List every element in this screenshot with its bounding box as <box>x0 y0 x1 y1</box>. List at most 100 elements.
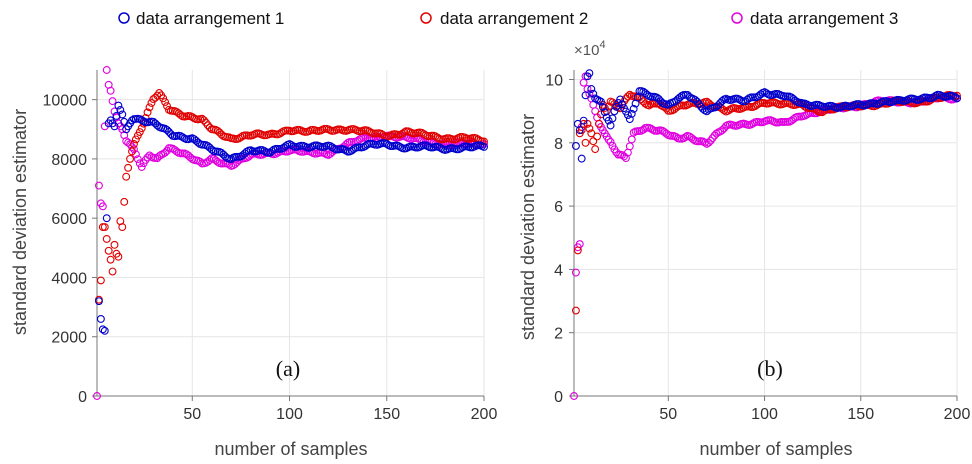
point-b-1-198 <box>949 92 958 101</box>
point-a-3-27 <box>143 153 152 162</box>
point-a-2-21 <box>131 135 140 144</box>
point-b-3-19 <box>604 135 613 144</box>
y-tick-label-b-4: 8 <box>554 136 563 153</box>
point-b-2-6 <box>579 119 588 128</box>
y-tick-label-b-1: 2 <box>554 326 563 343</box>
series-b-1 <box>571 69 961 163</box>
point-a-1-138 <box>359 143 368 152</box>
point-a-2-23 <box>135 128 144 136</box>
point-a-3-24 <box>137 163 146 171</box>
point-a-2-17 <box>124 163 133 172</box>
y-axis-exponent-base-b: ×10 <box>574 42 599 59</box>
point-a-2-74 <box>235 134 243 143</box>
point-b-2-131 <box>820 106 829 115</box>
point-a-1-101 <box>287 141 296 150</box>
point-b-1-101 <box>762 89 771 98</box>
point-b-2-13 <box>593 132 602 141</box>
point-b-1-16 <box>598 102 607 111</box>
point-a-1-2 <box>94 297 103 306</box>
y-tick-label-b-3: 6 <box>554 199 563 216</box>
axes-a: 0 2000 4000 6000 8000 10000 50 100 150 200 <box>43 70 497 423</box>
point-a-2-12 <box>114 252 123 261</box>
legend-item-2: data arrangement 2 <box>420 9 588 28</box>
point-a-3-17 <box>124 138 133 147</box>
point-a-2-36 <box>161 98 170 106</box>
point-b-1-15 <box>596 97 605 106</box>
point-a-2-20 <box>130 140 138 148</box>
legend-item-1: data arrangement 1 <box>118 9 284 28</box>
point-a-2-9 <box>108 267 117 276</box>
point-a-2-28 <box>145 103 154 112</box>
y-tick-label-b-2: 4 <box>554 262 563 279</box>
point-b-3-1 <box>570 392 578 400</box>
point-a-1-19 <box>128 116 136 125</box>
point-a-3-136 <box>355 135 364 144</box>
series-a-3 <box>93 66 488 400</box>
point-a-3-22 <box>133 155 142 164</box>
y-axis-label-b: standard deviation estimator <box>518 114 538 340</box>
point-b-1-6 <box>579 116 588 125</box>
point-a-3-42 <box>172 147 181 156</box>
point-b-1-200 <box>953 94 961 103</box>
point-b-2-12 <box>591 145 600 154</box>
point-a-2-3 <box>96 276 105 285</box>
point-b-1-4 <box>575 126 584 135</box>
point-b-2-82 <box>725 105 734 114</box>
point-a-3-36 <box>161 148 170 157</box>
point-a-2-168 <box>417 128 426 137</box>
x-tick-label-a-0: 50 <box>183 406 201 423</box>
point-a-1-129 <box>341 146 350 155</box>
y-tick-label-a-2: 4000 <box>51 270 87 287</box>
grid-a <box>97 70 485 397</box>
y-tick-label-a-4: 8000 <box>51 152 87 169</box>
point-a-2-18 <box>126 154 135 163</box>
point-b-1-17 <box>600 108 609 117</box>
grid-b <box>574 70 958 397</box>
legend-marker-1 <box>118 12 130 24</box>
x-tick-label-a-1: 100 <box>276 406 303 423</box>
point-a-3-8 <box>106 86 115 95</box>
point-b-3-2 <box>571 268 580 277</box>
y-tick-label-b-5: 10 <box>545 72 563 89</box>
y-tick-label-a-1: 2000 <box>51 330 87 347</box>
point-b-3-20 <box>606 138 615 146</box>
chart-panel-a: 0 2000 4000 6000 8000 10000 50 100 150 200 standa… <box>10 66 497 459</box>
point-a-2-8 <box>106 255 115 264</box>
series-a-2 <box>94 89 488 304</box>
point-b-1-19 <box>604 116 613 125</box>
point-b-1-11 <box>589 89 598 98</box>
point-a-1-11 <box>112 111 121 120</box>
point-b-1-87 <box>735 95 744 104</box>
point-b-3-37 <box>639 125 648 134</box>
point-b-3-94 <box>749 119 757 128</box>
point-b-2-2 <box>571 306 580 315</box>
x-tick-label-b-1: 100 <box>751 406 778 423</box>
point-a-2-37 <box>163 102 171 111</box>
point-b-3-31 <box>627 135 636 144</box>
point-b-2-36 <box>637 95 646 104</box>
point-a-3-9 <box>108 97 117 106</box>
point-a-2-147 <box>376 129 385 138</box>
point-b-3-73 <box>708 134 717 143</box>
point-b-1-26 <box>618 100 627 109</box>
point-a-1-5 <box>100 326 109 335</box>
chart-panel-b: 0 2 4 6 8 10 50 100 150 200 standard deviation es… <box>518 39 970 459</box>
point-b-1-29 <box>623 111 632 119</box>
point-b-3-63 <box>689 135 698 144</box>
point-b-1-21 <box>608 114 617 123</box>
point-a-2-14 <box>118 223 127 232</box>
point-b-3-58 <box>679 134 688 143</box>
point-b-1-68 <box>698 104 707 113</box>
point-b-2-30 <box>625 90 634 99</box>
x-tick-label-a-2: 150 <box>373 406 400 423</box>
point-b-2-9 <box>585 124 594 133</box>
point-a-2-159 <box>400 128 409 137</box>
legend-marker-2 <box>420 12 432 24</box>
point-b-3-75 <box>712 129 721 138</box>
point-a-3-1 <box>93 392 101 400</box>
point-b-3-6 <box>579 78 588 87</box>
panel-label-a: (a) <box>276 356 300 381</box>
point-b-1-7 <box>581 91 590 100</box>
point-a-1-132 <box>347 146 356 155</box>
